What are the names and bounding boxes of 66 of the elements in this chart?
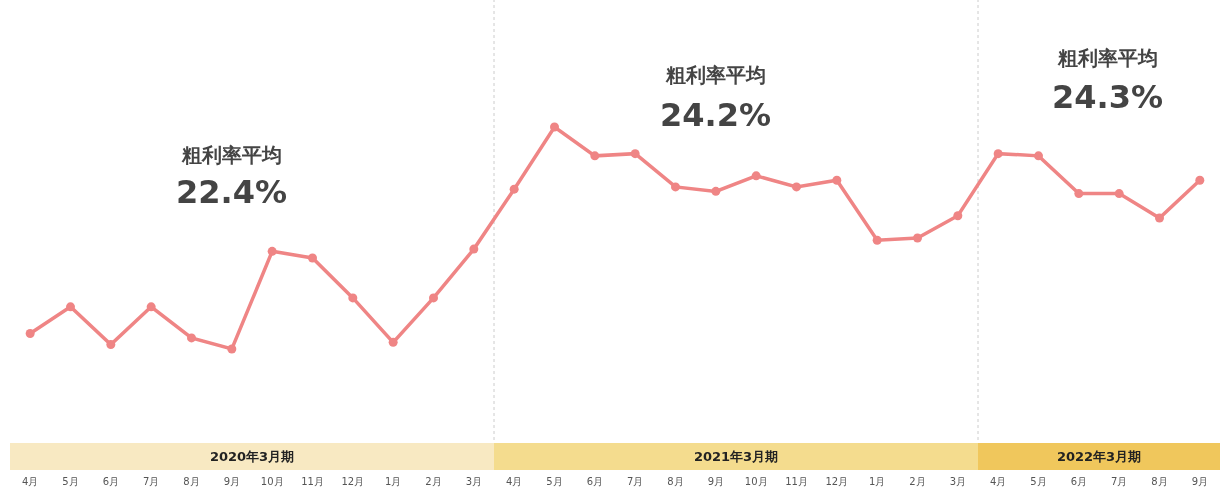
point [1195, 175, 1205, 185]
point [187, 333, 196, 343]
point [1074, 189, 1084, 199]
x-tick-label: 5月 [1030, 476, 1047, 487]
point [1155, 213, 1164, 223]
point [671, 182, 680, 192]
x-tick-label: 9月 [223, 476, 241, 487]
point [25, 328, 35, 338]
point [267, 246, 277, 256]
x-tick-label: 9月 [1191, 476, 1209, 487]
x-tick-label: 4月 [989, 476, 1007, 487]
x-tick-label: 2月 [425, 476, 442, 487]
x-tick-label: 5月 [62, 476, 79, 487]
point [1114, 189, 1124, 199]
point [348, 293, 358, 303]
x-tick-label: 2月 [909, 476, 926, 487]
x-tick-label: 1月 [868, 476, 886, 487]
x-tick-label: 11月 [301, 476, 324, 487]
x-tick-label: 6月 [1070, 476, 1088, 487]
x-tick-label: 3月 [949, 476, 967, 487]
point [66, 302, 75, 312]
point [146, 302, 156, 312]
x-tick-label: 12月 [341, 476, 365, 487]
x-tick-label: 8月 [1151, 476, 1168, 487]
point [227, 344, 237, 354]
point [388, 337, 398, 347]
point [953, 211, 963, 221]
x-tick-label: 9月 [707, 476, 725, 487]
x-tick-label: 10月 [744, 476, 768, 487]
x-tick-label: 1月 [384, 476, 402, 487]
point [106, 340, 116, 350]
x-tick-label: 7月 [626, 476, 644, 487]
point [751, 171, 761, 181]
x-tick-label: 5月 [546, 476, 563, 487]
x-tick-label: 8月 [183, 476, 200, 487]
annotation: 粗利率平均 24.2% [660, 63, 772, 134]
header-strip: 2022年3月期 [978, 443, 1220, 470]
x-tick-label: 4月 [505, 476, 523, 487]
x-tick-label: 4月 [21, 476, 39, 487]
point [792, 182, 801, 192]
point [630, 149, 640, 159]
annotation: 粗利率平均 22.4% [176, 143, 288, 211]
point [550, 122, 559, 132]
point [590, 151, 600, 161]
x-tick-label: 3月 [465, 476, 483, 487]
point [1034, 151, 1043, 161]
point [993, 149, 1003, 159]
point [711, 186, 721, 196]
x-tick-label: 7月 [1110, 476, 1128, 487]
x-tick-label: 10月 [260, 476, 284, 487]
point [832, 175, 842, 185]
x-tick-label: 11月 [785, 476, 808, 487]
header-strip: 2020年3月期 [10, 443, 494, 470]
x-tick-label: 12月 [825, 476, 849, 487]
x-tick-label: 6月 [102, 476, 120, 487]
point [509, 184, 519, 194]
x-tick-label: 7月 [142, 476, 160, 487]
header-strip: 2021年3月期 [494, 443, 978, 470]
point [308, 253, 317, 263]
point [913, 233, 922, 243]
x-tick-label: 6月 [586, 476, 604, 487]
point [469, 244, 479, 254]
point [429, 293, 438, 303]
point [872, 235, 882, 245]
text: 粗利率平均 24.3% [1052, 46, 1164, 116]
x-tick-label: 8月 [667, 476, 684, 487]
